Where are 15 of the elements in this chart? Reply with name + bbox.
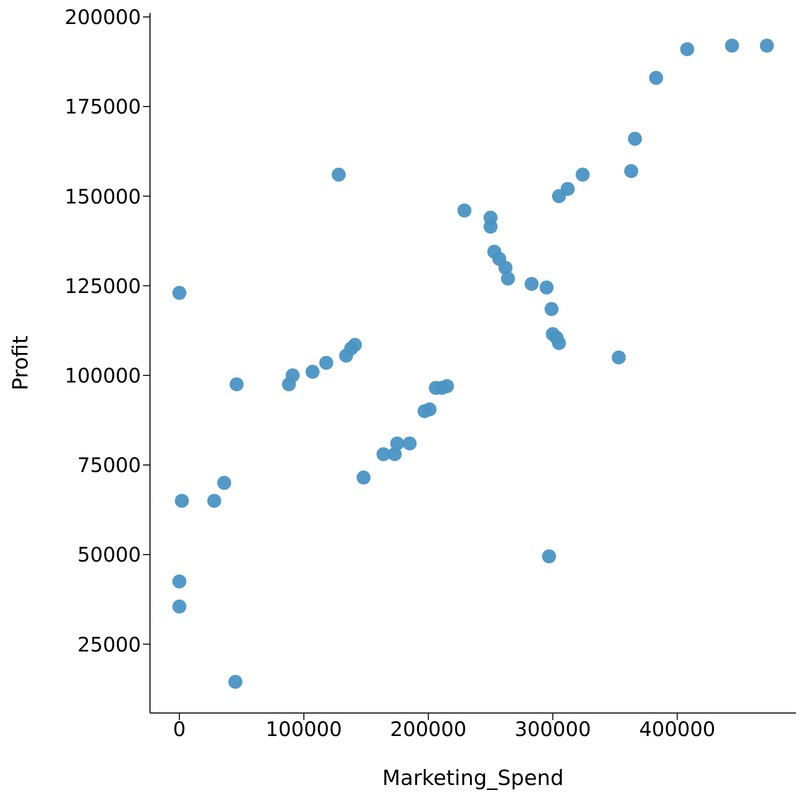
x-tick-label: 0 (173, 717, 186, 742)
y-tick-label: 100000 (64, 363, 141, 388)
x-tick-label: 400000 (639, 717, 716, 742)
y-tick-label: 75000 (77, 453, 141, 478)
x-axis-title: Marketing_Spend (382, 766, 564, 790)
y-tick-label: 200000 (64, 5, 141, 30)
y-axis-title: Profit (8, 336, 32, 390)
y-tick-label: 175000 (64, 94, 141, 119)
x-tick-label: 200000 (390, 717, 466, 742)
y-tick-label: 25000 (77, 632, 141, 656)
x-tick-label: 100000 (266, 717, 342, 742)
y-tick-label: 50000 (77, 542, 141, 567)
y-tick-label: 125000 (64, 274, 141, 298)
y-tick-label: 150000 (64, 184, 141, 208)
x-tick-label: 300000 (514, 717, 591, 742)
